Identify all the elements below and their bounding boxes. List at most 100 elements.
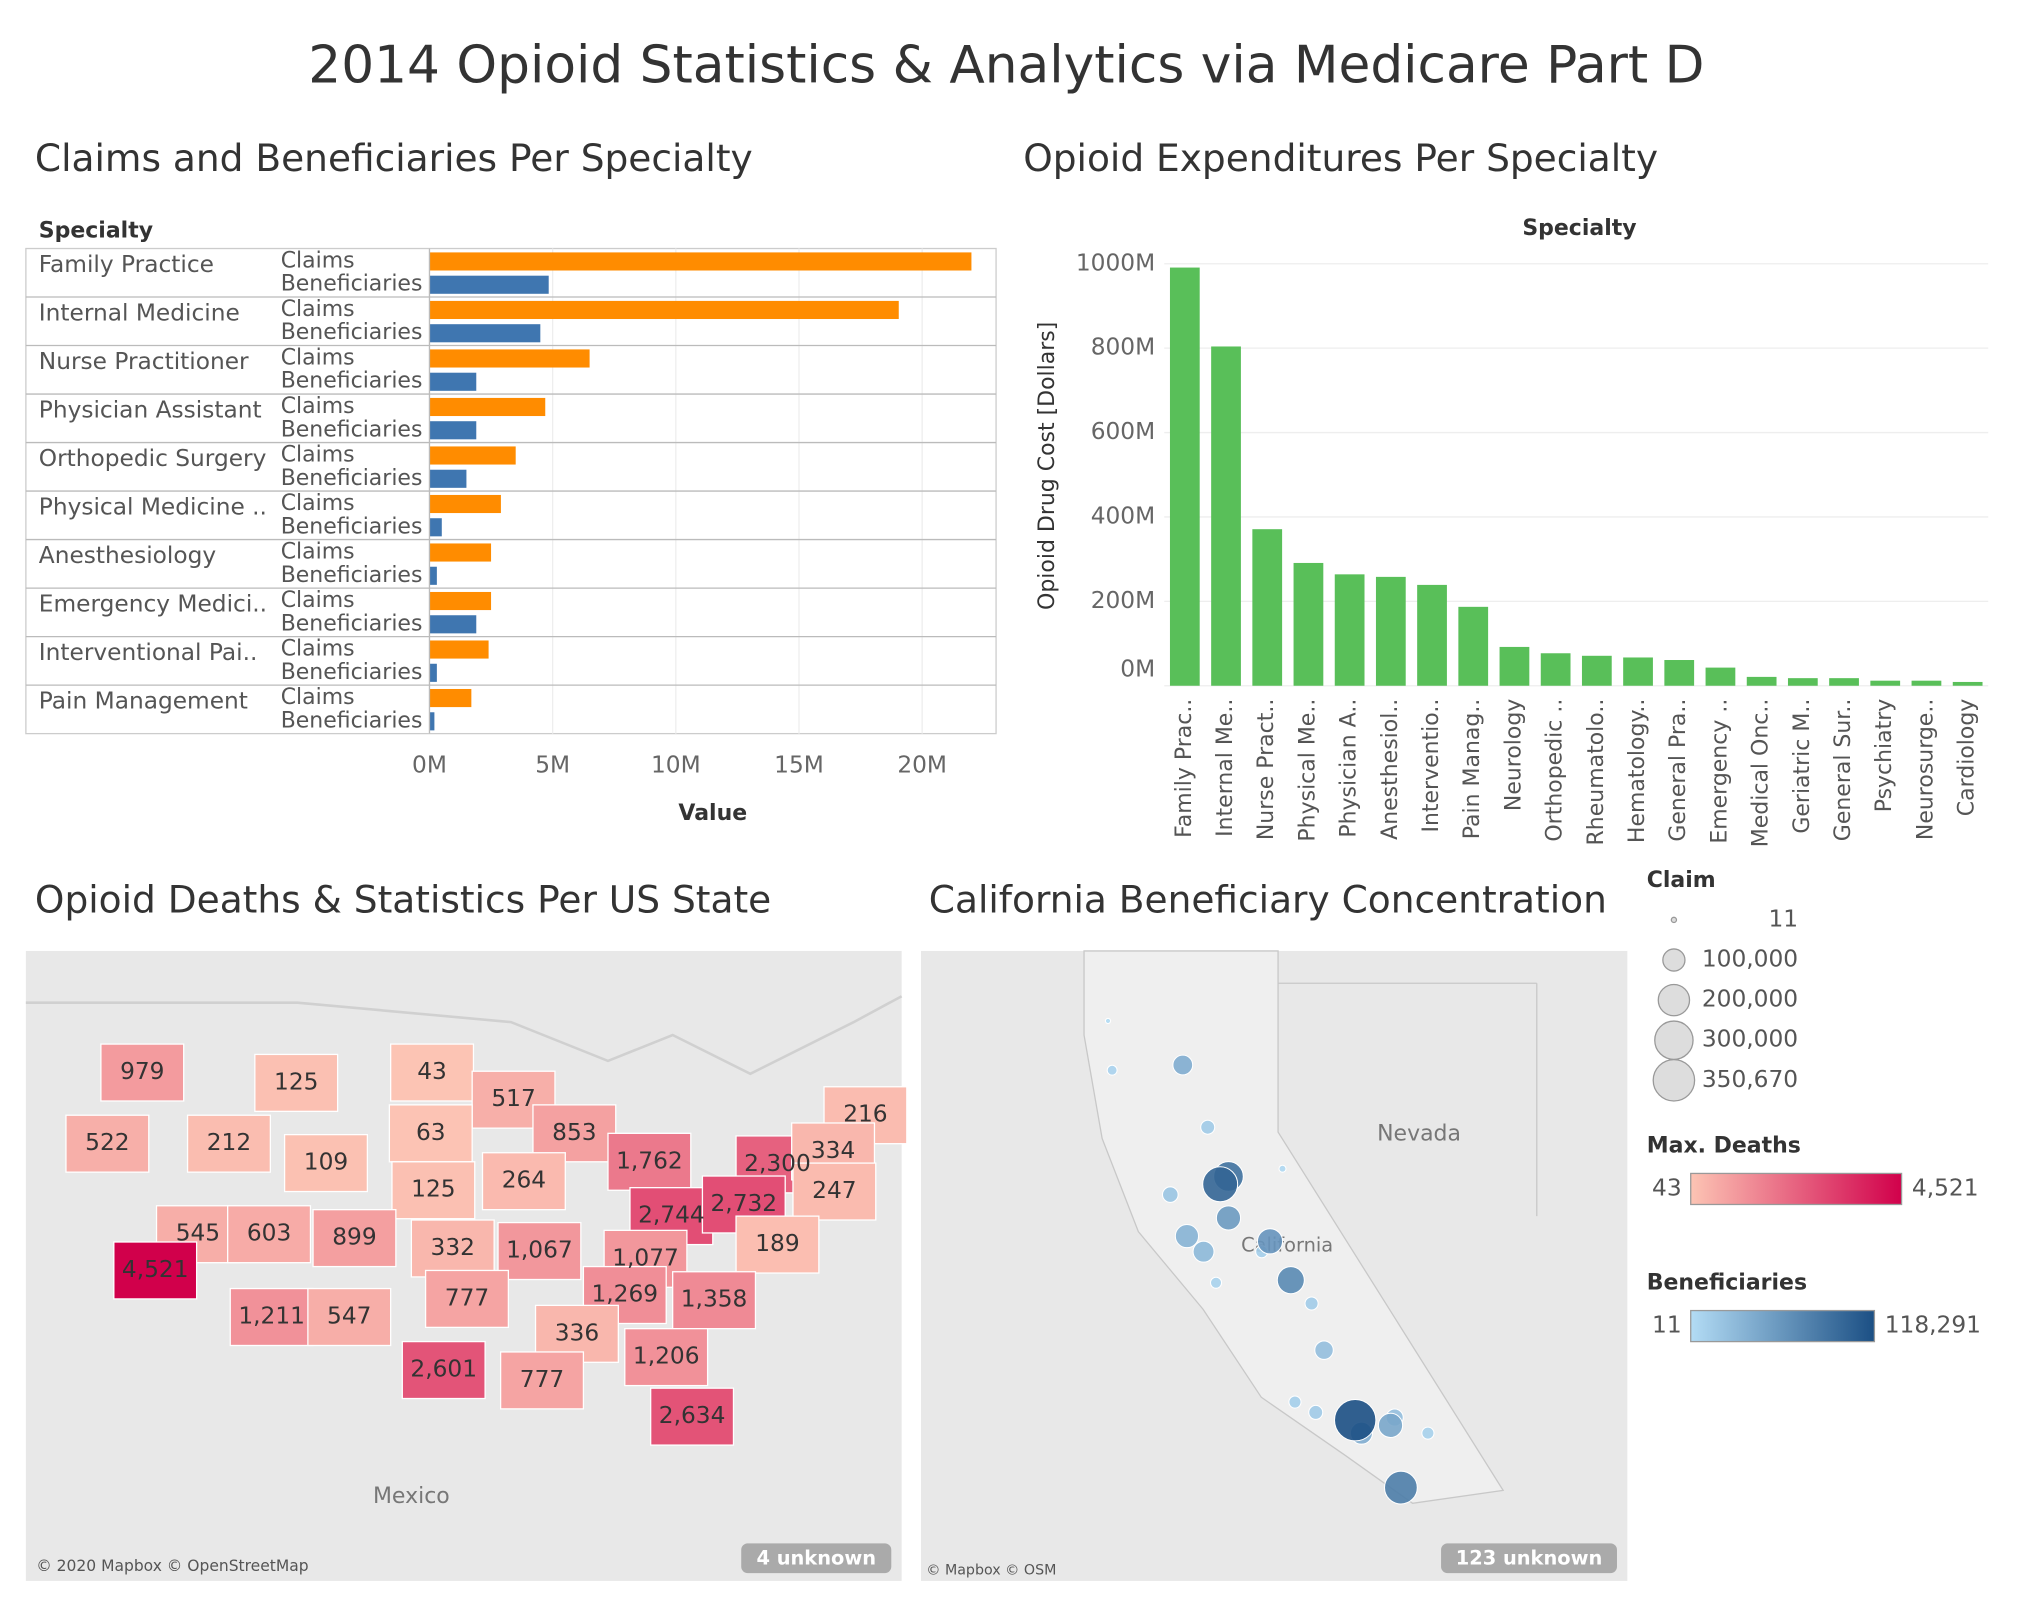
bubble — [1172, 1054, 1194, 1076]
value-label: 125 — [274, 1068, 318, 1095]
bar — [1829, 678, 1859, 686]
size-legend-mark — [1652, 1058, 1696, 1102]
value-label: 4,521 — [122, 1256, 189, 1283]
value-label: 63 — [416, 1119, 446, 1146]
state — [229, 1287, 314, 1347]
state — [424, 1269, 510, 1329]
x-tick-label: 10M — [651, 751, 701, 778]
chart-title: Opioid Expenditures Per Specialty — [1023, 136, 1658, 180]
bubble — [1106, 1064, 1118, 1076]
bar — [429, 300, 899, 320]
bar — [429, 615, 477, 634]
bar — [1458, 606, 1489, 686]
series-label: Beneficiaries — [281, 660, 423, 685]
bar — [1705, 667, 1736, 686]
x-tick-label: 0M — [412, 751, 447, 778]
series-label: Beneficiaries — [281, 563, 423, 588]
row-header: Specialty — [39, 219, 153, 244]
y-tick-label: 1000M — [1076, 249, 1155, 276]
legend-label: 11 — [1768, 905, 1798, 932]
x-tick-label: Physician A.. — [1337, 699, 1362, 838]
state — [624, 1328, 709, 1387]
state — [227, 1205, 312, 1264]
series-label: Claims — [281, 588, 355, 613]
value-label: 332 — [431, 1234, 475, 1261]
x-tick-label: Cardiology — [1955, 699, 1980, 817]
x-tick-label: General Sur.. — [1831, 699, 1856, 842]
value-label: 545 — [176, 1220, 220, 1247]
bar — [1952, 681, 1983, 686]
map-label: California — [1241, 1233, 1333, 1256]
row-label: Pain Management — [39, 687, 248, 714]
x-tick-label: 15M — [774, 751, 824, 778]
state — [388, 1104, 473, 1163]
unknown-badge — [1441, 1543, 1617, 1574]
row-label: Interventional Pai.. — [39, 639, 258, 666]
state — [481, 1152, 566, 1211]
bubble — [1276, 1266, 1305, 1295]
size-legend-mark — [1654, 1020, 1694, 1060]
state — [497, 1221, 582, 1281]
legend-label: 100,000 — [1702, 945, 1798, 972]
size-legend-mark — [1662, 948, 1686, 972]
x-tick-label: Geriatric M.. — [1790, 699, 1815, 834]
value-label: 247 — [812, 1177, 856, 1204]
x-tick-label: Medical Onc.. — [1749, 699, 1774, 848]
size-legend-mark — [1657, 983, 1691, 1017]
x-tick-label: Family Prac.. — [1172, 699, 1197, 838]
value-label: 2,601 — [410, 1356, 477, 1383]
map-credit: © 2020 Mapbox © OpenStreetMap — [36, 1557, 308, 1575]
unknown-label: 123 unknown — [1456, 1546, 1603, 1569]
series-label: Beneficiaries — [281, 272, 423, 297]
bar — [1293, 562, 1324, 686]
bar — [1375, 576, 1406, 686]
y-tick-label: 400M — [1091, 502, 1155, 529]
value-label: 2,634 — [659, 1402, 726, 1429]
x-tick-label: Psychiatry — [1872, 699, 1897, 813]
value-label: 1,211 — [238, 1303, 305, 1330]
bar — [429, 640, 489, 659]
x-tick-label: Nurse Pract.. — [1254, 699, 1279, 840]
bubble — [1304, 1296, 1319, 1311]
state — [312, 1209, 397, 1268]
legend-label: 43 — [1652, 1174, 1682, 1201]
series-label: Claims — [281, 297, 355, 322]
bubble — [1377, 1412, 1404, 1438]
bar — [1787, 678, 1818, 686]
bar — [1664, 660, 1695, 686]
state — [672, 1271, 757, 1330]
value-label: 334 — [811, 1137, 855, 1164]
value-label: 1,206 — [633, 1343, 700, 1370]
color-ramp — [1690, 1172, 1903, 1206]
row-label: Nurse Practitioner — [39, 348, 249, 375]
series-label: Beneficiaries — [281, 369, 423, 394]
state — [113, 1241, 198, 1300]
x-tick-label: Internal Me.. — [1213, 699, 1238, 837]
value-label: 2,732 — [711, 1190, 778, 1217]
x-tick-label: Neurosurge.. — [1913, 699, 1938, 840]
value-label: 547 — [327, 1303, 371, 1330]
bar — [1870, 680, 1901, 686]
bar — [429, 349, 590, 368]
map-credit: © Mapbox © OSM — [926, 1563, 1056, 1579]
chart-title: Opioid Deaths & Statistics Per US State — [35, 877, 771, 921]
bubble — [1202, 1166, 1239, 1203]
legend-label: 300,000 — [1702, 1026, 1798, 1053]
bubble — [1256, 1228, 1284, 1255]
map-label: Mexico — [373, 1484, 450, 1509]
value-label: 1,762 — [616, 1147, 683, 1174]
value-label: 777 — [445, 1284, 489, 1311]
row-label: Orthopedic Surgery — [39, 445, 267, 472]
state — [283, 1133, 369, 1193]
bubble — [1161, 1186, 1179, 1203]
state — [65, 1114, 150, 1173]
row-label: Family Practice — [39, 251, 214, 278]
bubble — [1421, 1426, 1435, 1440]
x-tick-label: Pain Manag.. — [1460, 699, 1485, 840]
series-label: Claims — [281, 491, 355, 516]
bar — [1169, 267, 1200, 686]
series-label: Claims — [281, 442, 355, 467]
y-tick-label: 200M — [1091, 587, 1155, 614]
series-label: Claims — [281, 345, 355, 370]
value-label: 899 — [332, 1224, 376, 1251]
